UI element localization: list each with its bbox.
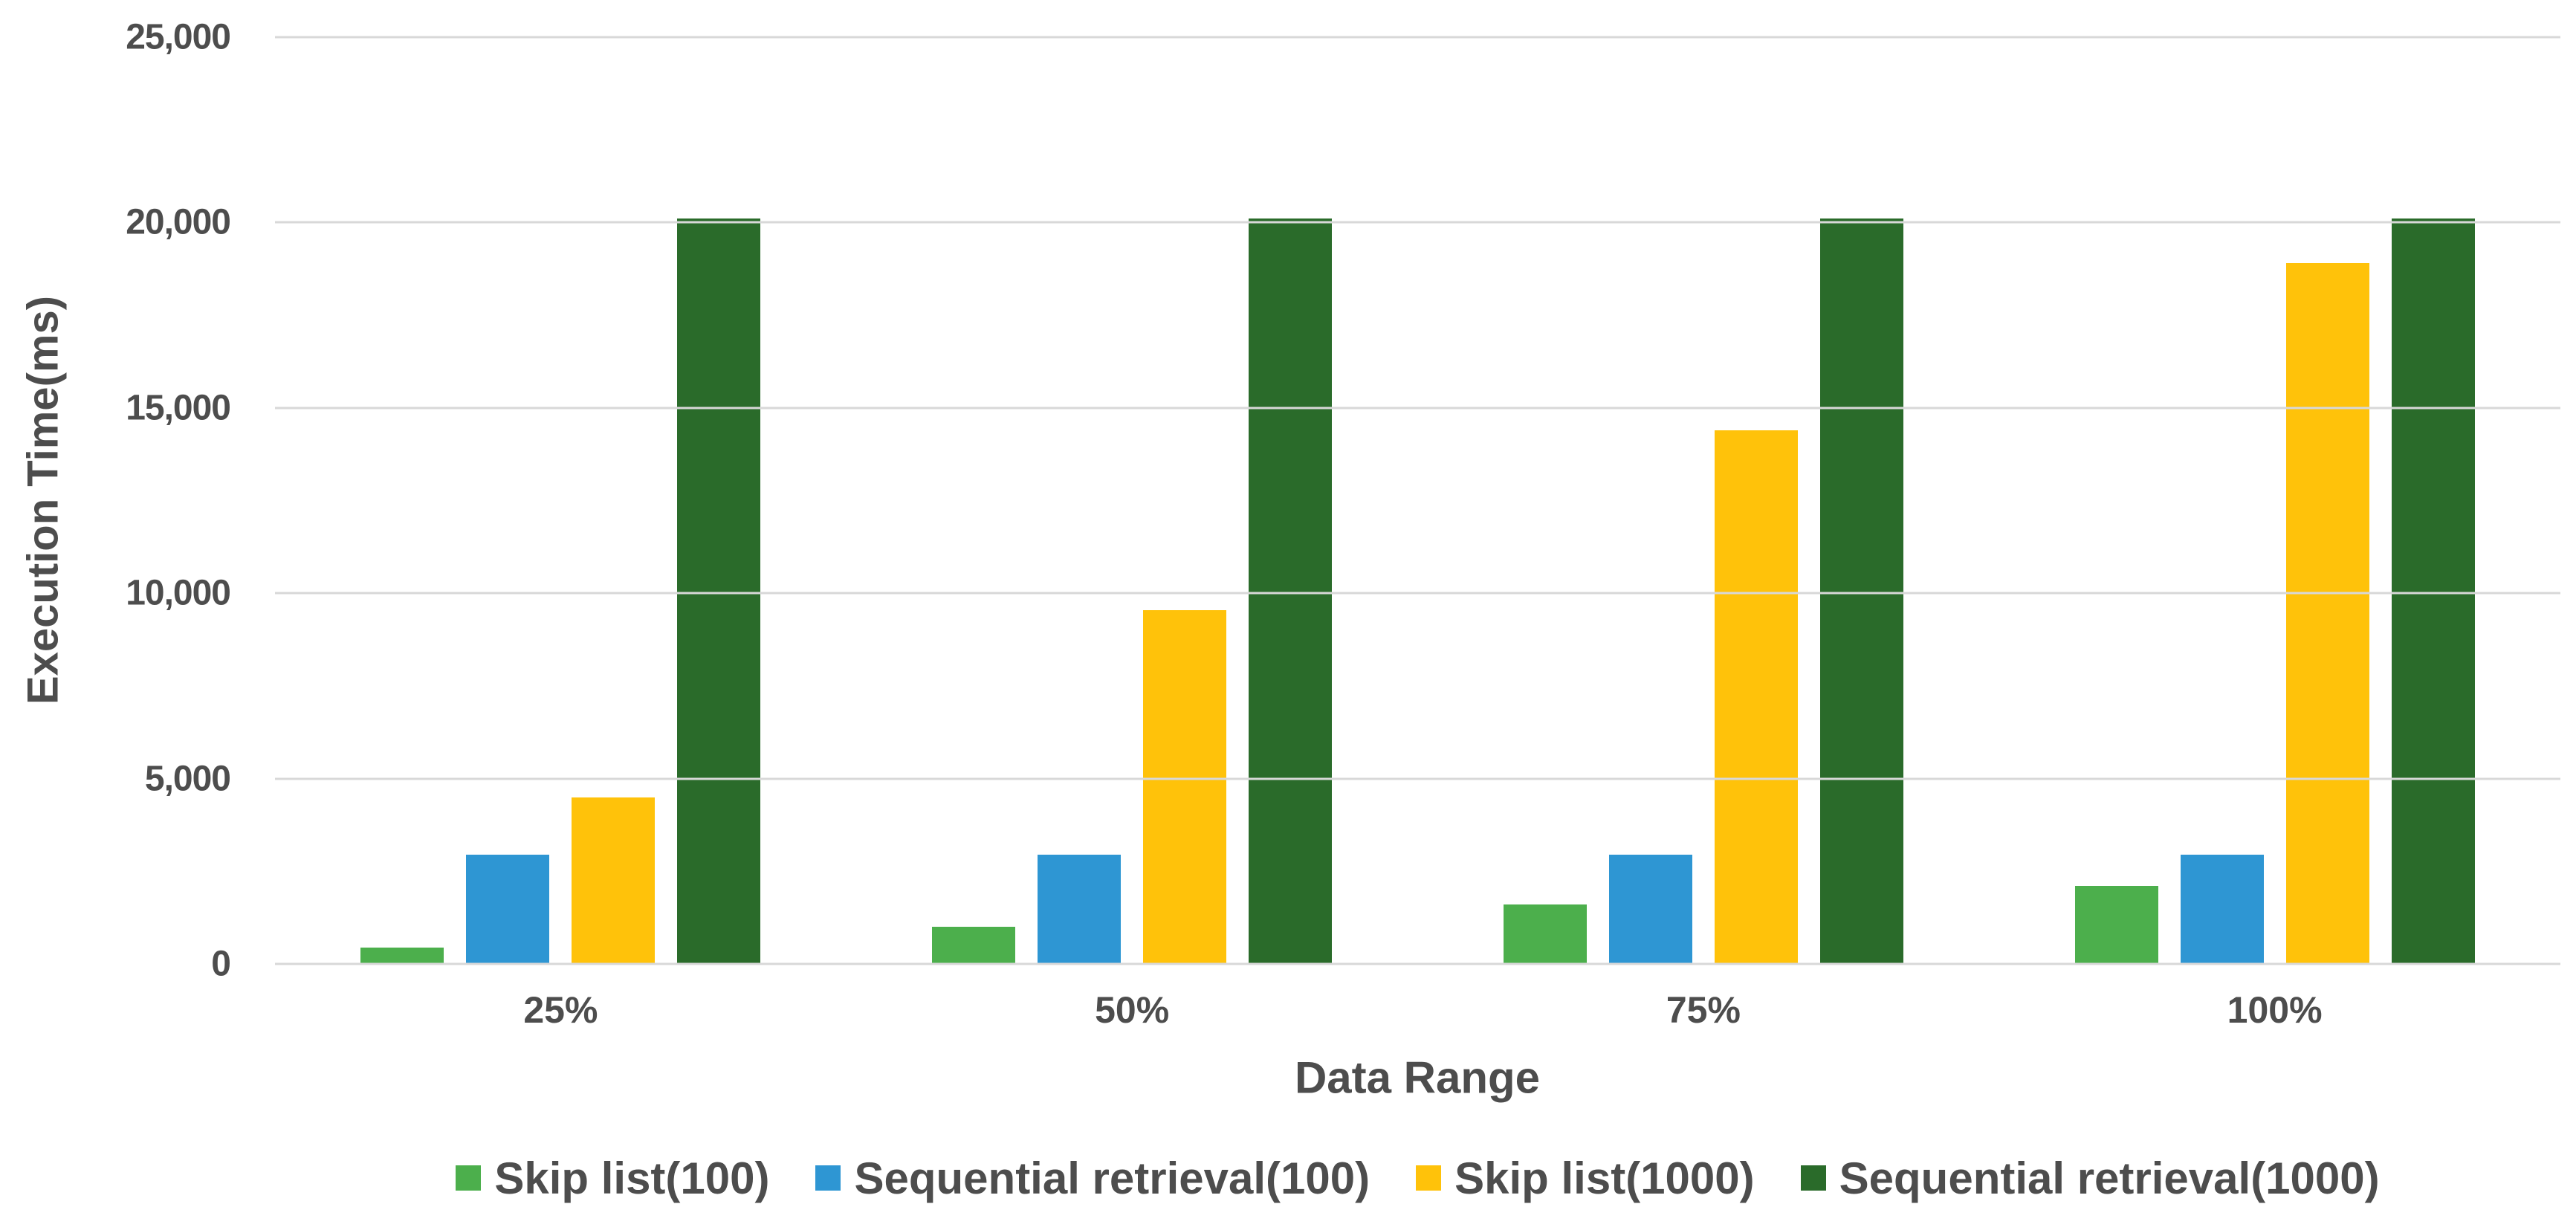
x-axis-ticks: 25% 50% 75% 100%	[275, 988, 2560, 1032]
gridline	[275, 592, 2560, 595]
bar	[1503, 904, 1587, 964]
y-tick-label: 0	[211, 944, 231, 984]
gridline	[275, 962, 2560, 965]
bar	[2074, 886, 2158, 964]
bar-group	[1418, 37, 1990, 964]
x-tick-label: 25%	[523, 989, 598, 1031]
x-tick-label: 100%	[2227, 989, 2323, 1031]
gridline	[275, 36, 2560, 39]
y-tick-label: 10,000	[126, 573, 231, 613]
bar	[466, 854, 550, 964]
plot-area	[275, 36, 2560, 965]
bar	[1608, 854, 1692, 964]
bar	[1249, 219, 1333, 964]
x-axis-title: Data Range	[1294, 1052, 1541, 1103]
legend-swatch	[456, 1165, 482, 1191]
x-tick-label: 50%	[1095, 989, 1170, 1031]
legend-item: Skip list(1000)	[1416, 1153, 1755, 1204]
legend-label: Sequential retrieval(1000)	[1839, 1153, 2380, 1203]
legend-swatch	[1416, 1165, 1442, 1191]
legend-item: Sequential retrieval(1000)	[1800, 1153, 2380, 1204]
bar-group	[275, 37, 847, 964]
x-tick-label: 75%	[1666, 989, 1741, 1031]
bar	[572, 797, 656, 964]
bar	[1143, 609, 1227, 964]
y-axis-ticks: 0 5,000 10,000 15,000 20,000 25,000	[0, 18, 231, 984]
bar	[1038, 854, 1122, 964]
bar	[360, 947, 444, 964]
legend-swatch	[815, 1165, 841, 1191]
bar-groups	[275, 37, 2560, 964]
gridline	[275, 221, 2560, 224]
y-tick-label: 5,000	[144, 759, 231, 799]
bar	[1714, 430, 1798, 964]
gridline	[275, 777, 2560, 780]
bar	[1819, 219, 1903, 964]
y-tick-label: 25,000	[126, 17, 231, 57]
bar	[2391, 219, 2475, 964]
y-tick-label: 15,000	[126, 388, 231, 428]
y-tick-label: 20,000	[126, 202, 231, 242]
bar	[932, 927, 1016, 964]
bar	[2285, 263, 2369, 964]
legend: Skip list(100) Sequential retrieval(100) S…	[275, 1145, 2560, 1211]
legend-label: Sequential retrieval(100)	[854, 1153, 1370, 1203]
gridline	[275, 407, 2560, 410]
legend-label: Skip list(1000)	[1454, 1153, 1755, 1203]
bar-group	[1989, 37, 2560, 964]
legend-item: Sequential retrieval(100)	[815, 1153, 1370, 1204]
legend-item: Skip list(100)	[456, 1153, 769, 1204]
bar-group	[847, 37, 1418, 964]
bar	[2180, 854, 2264, 964]
bar	[677, 219, 761, 964]
legend-swatch	[1800, 1165, 1826, 1191]
legend-label: Skip list(100)	[494, 1153, 770, 1203]
